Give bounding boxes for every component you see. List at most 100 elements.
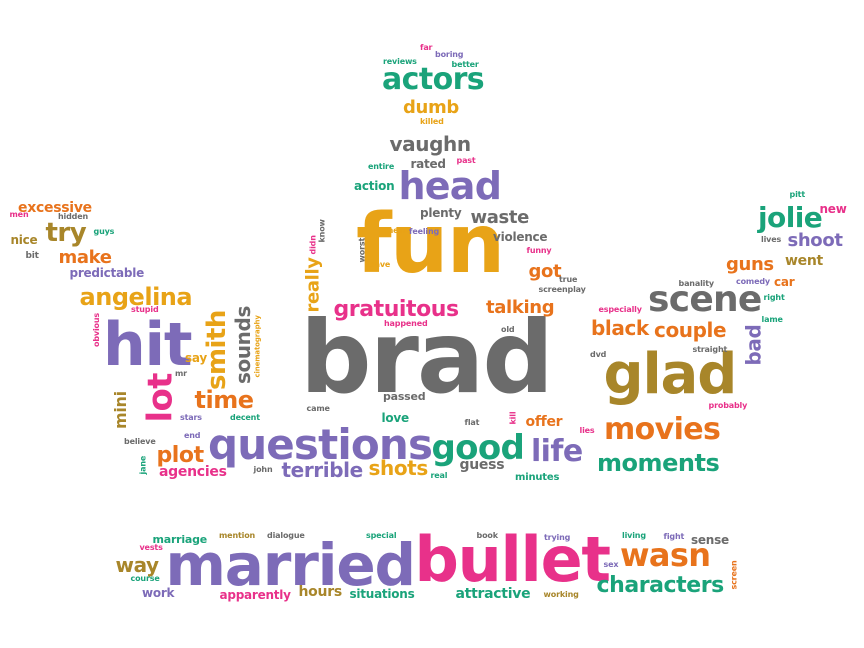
word-couple: couple <box>654 318 727 342</box>
word-didn: didn <box>308 235 317 255</box>
word-hidden: hidden <box>58 212 89 221</box>
word-screenplay: screenplay <box>538 285 586 294</box>
word-wasn: wasn <box>620 536 711 574</box>
word-living: living <box>622 531 646 540</box>
word-way: way <box>115 553 160 577</box>
word-real: real <box>430 471 448 480</box>
word-kill: kill <box>508 411 517 425</box>
word-scene: scene <box>648 279 762 320</box>
word-true: true <box>559 275 578 284</box>
word-black: black <box>591 316 649 340</box>
word-boring: boring <box>435 50 464 59</box>
word-got: got <box>528 261 562 282</box>
word-funny: funny <box>526 246 552 255</box>
word-characters: characters <box>596 573 725 598</box>
word-obvious: obvious <box>92 312 101 347</box>
word-work: work <box>142 586 175 600</box>
word-situations: situations <box>349 587 415 601</box>
word-marriage: marriage <box>152 532 208 546</box>
word-past: past <box>456 156 476 165</box>
word-shoot: shoot <box>787 230 843 251</box>
word-old: old <box>501 325 515 334</box>
word-entire: entire <box>368 162 395 171</box>
word-hit: hit <box>103 310 193 380</box>
word-john: john <box>253 465 273 474</box>
word-book: book <box>476 531 499 540</box>
word-right: right <box>763 293 785 302</box>
word-excessive: excessive <box>18 200 92 216</box>
word-rated: rated <box>410 157 447 171</box>
word-glad: glad <box>603 342 738 407</box>
word-probably: probably <box>708 401 748 410</box>
word-banality: banality <box>678 279 715 288</box>
word-sex: sex <box>603 560 619 569</box>
word-minutes: minutes <box>515 472 560 483</box>
word-action: action <box>354 179 395 193</box>
word-brad: brad <box>300 299 554 416</box>
word-feeling: feeling <box>409 227 440 236</box>
word-worst: worst <box>357 237 366 263</box>
word-angelina: angelina <box>79 283 193 311</box>
word-especially: especially <box>598 305 642 314</box>
word-sense: sense <box>691 533 729 547</box>
word-shots: shots <box>368 456 429 480</box>
word-waste: waste <box>470 207 530 228</box>
word-save: save <box>370 260 391 269</box>
word-bullet: bullet <box>414 523 612 596</box>
word-sounds: sounds <box>231 306 255 384</box>
word-stupid: stupid <box>131 305 159 314</box>
word-course: course <box>130 574 160 583</box>
word-predictable: predictable <box>69 266 145 280</box>
word-actors: actors <box>382 62 485 97</box>
word-know: know <box>317 219 326 243</box>
word-love: love <box>381 411 410 425</box>
word-questions: questions <box>208 420 433 469</box>
word-screen: screen <box>729 560 738 590</box>
word-vaughn: vaughn <box>389 132 472 156</box>
word-happened: happened <box>384 319 428 328</box>
word-hours: hours <box>298 584 343 600</box>
word-bit: bit <box>25 250 39 261</box>
word-mr: mr <box>175 369 187 378</box>
word-believe: believe <box>124 437 156 446</box>
word-trying: trying <box>544 533 571 542</box>
word-try: try <box>45 218 87 248</box>
word-comedy: comedy <box>736 277 770 286</box>
word-stars: stars <box>180 413 202 422</box>
word-agencies: agencies <box>159 464 227 480</box>
word-lives: lives <box>761 235 782 244</box>
word-moments: moments <box>597 449 720 477</box>
word-nice: nice <box>10 233 38 247</box>
word-dialogue: dialogue <box>267 531 305 540</box>
word-pitt: pitt <box>789 190 806 199</box>
word-far: far <box>420 43 433 52</box>
word-men: men <box>9 210 29 219</box>
word-talking: talking <box>486 297 555 318</box>
word-attractive: attractive <box>455 586 531 602</box>
word-fun: fun <box>356 197 505 292</box>
word-married: married <box>165 531 417 599</box>
word-decent: decent <box>230 413 260 422</box>
word-cinematography: cinematography <box>253 314 262 377</box>
word-bad: bad <box>741 324 765 366</box>
word-lot: lot <box>140 373 180 423</box>
word-mention: mention <box>219 531 256 540</box>
word-reviews: reviews <box>383 57 417 66</box>
word-straight: straight <box>692 345 728 354</box>
word-guys: guys <box>93 227 115 236</box>
word-came: came <box>306 404 330 413</box>
word-plot: plot <box>156 443 205 468</box>
word-jolie: jolie <box>758 201 823 234</box>
word-say: say <box>185 351 207 365</box>
word-passed: passed <box>383 389 426 403</box>
word-head: head <box>398 164 502 208</box>
word-special: special <box>366 531 397 540</box>
word-good: good <box>431 428 525 468</box>
word-new: new <box>819 202 847 216</box>
word-dumb: dumb <box>403 97 459 118</box>
word-went: went <box>785 253 823 269</box>
word-smith: smith <box>202 310 232 390</box>
word-apparently: apparently <box>219 588 291 602</box>
word-make: make <box>58 247 113 268</box>
